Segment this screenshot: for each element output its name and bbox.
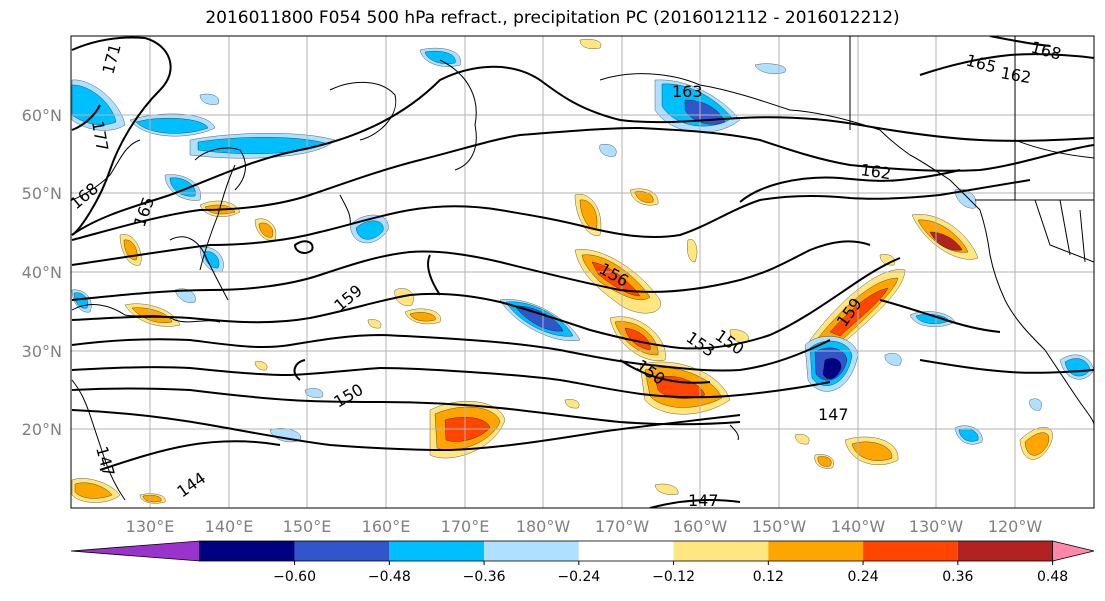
- contour-label: 163: [672, 82, 703, 101]
- lat-tick: 50°N: [22, 184, 62, 203]
- lon-tick: 160°W: [673, 517, 728, 536]
- contour-label: 162: [859, 160, 892, 183]
- lon-tick: 160°E: [362, 517, 411, 536]
- lat-tick: 40°N: [22, 263, 62, 282]
- contour-label: 162: [999, 63, 1032, 87]
- contour-label: 171: [99, 42, 125, 76]
- lon-tick: 140°E: [205, 517, 254, 536]
- contour-label: 150: [712, 326, 748, 359]
- contour-label: 147: [688, 491, 719, 510]
- lon-tick: 170°W: [595, 517, 650, 536]
- contour-label: 165: [964, 51, 998, 77]
- lon-tick: 150°E: [283, 517, 332, 536]
- contour-label: 159: [330, 281, 366, 315]
- lon-tick: 130°W: [909, 517, 964, 536]
- coastlines: [71, 36, 1094, 501]
- contours: [71, 36, 1094, 508]
- lon-tick: 130°E: [126, 517, 175, 536]
- lon-tick: 150°W: [752, 517, 807, 536]
- map-title: 2016011800 F054 500 hPa refract., precip…: [205, 8, 900, 28]
- lon-tick: 140°W: [831, 517, 886, 536]
- lat-tick: 60°N: [22, 106, 62, 125]
- lon-tick: 120°W: [988, 517, 1043, 536]
- lat-tick: 30°N: [22, 342, 62, 361]
- contour-label: 168: [66, 179, 102, 213]
- lat-tick: 20°N: [22, 420, 62, 439]
- contour-label: 150: [331, 380, 367, 412]
- contour-label: 177: [88, 119, 112, 152]
- contour-label: 147: [818, 405, 849, 424]
- lon-tick: 180°W: [516, 517, 571, 536]
- contour-label: 165: [130, 194, 158, 229]
- map-frame: [70, 35, 1095, 509]
- lat-tick-labels: 20°N 30°N 40°N 50°N 60°N: [22, 106, 62, 439]
- contour-label: 147: [92, 444, 118, 478]
- contour-labels: 171 177 168 165 159 150 147 144 162 156 …: [66, 38, 1063, 510]
- graticule: [71, 36, 1094, 508]
- lon-tick-labels: 130°E 140°E 150°E 160°E 170°E 180°W 170°…: [126, 517, 1043, 536]
- contour-label: 153: [683, 328, 719, 361]
- lon-tick: 170°E: [441, 517, 490, 536]
- contour-label: 144: [173, 468, 209, 501]
- contour-label: 168: [1029, 38, 1063, 64]
